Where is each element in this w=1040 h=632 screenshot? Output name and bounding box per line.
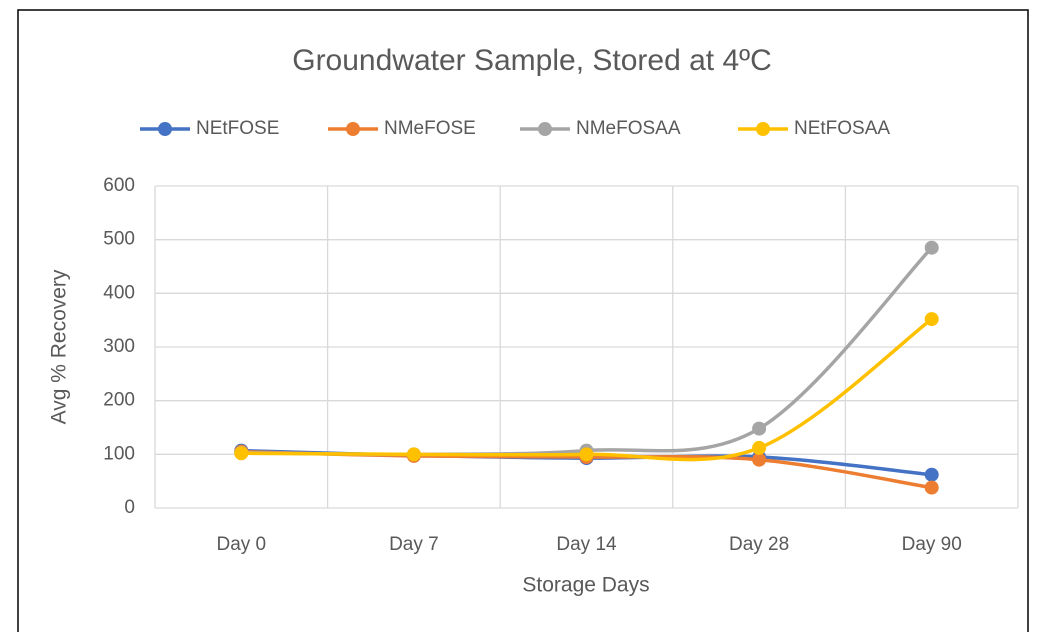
data-point (924, 467, 939, 482)
chart-border (17, 9, 1029, 632)
x-tick-label: Day 28 (729, 534, 789, 555)
legend-label: NMeFOSAA (576, 118, 681, 139)
y-tick-label: 500 (103, 229, 135, 250)
legend-marker (346, 122, 360, 136)
y-tick-label: 100 (103, 443, 135, 464)
data-point (579, 447, 594, 462)
y-tick-label: 200 (103, 390, 135, 411)
data-point (752, 452, 767, 467)
data-point (924, 312, 939, 327)
legend-marker (538, 122, 552, 136)
y-tick-label: 600 (103, 175, 135, 196)
x-tick-label: Day 0 (216, 534, 266, 555)
data-point (406, 447, 421, 462)
x-tick-label: Day 7 (389, 534, 439, 555)
y-tick-label: 300 (103, 336, 135, 357)
x-tick-label: Day 90 (902, 534, 962, 555)
legend-label: NMeFOSE (384, 118, 476, 139)
y-tick-label: 0 (124, 497, 135, 518)
legend-marker (158, 122, 172, 136)
legend-label: NEtFOSE (196, 118, 279, 139)
data-point (752, 440, 767, 455)
x-tick-label: Day 14 (556, 534, 617, 555)
data-point (924, 480, 939, 495)
data-point (924, 240, 939, 255)
x-axis-label: Storage Days (522, 574, 649, 597)
legend-label: NEtFOSAA (794, 118, 890, 139)
y-axis-label: Avg % Recovery (48, 269, 71, 424)
legend-marker (756, 122, 770, 136)
chart-title: Groundwater Sample, Stored at 4ºC (292, 44, 772, 77)
data-point (234, 446, 249, 461)
data-point (752, 421, 767, 436)
y-tick-label: 400 (103, 282, 135, 303)
